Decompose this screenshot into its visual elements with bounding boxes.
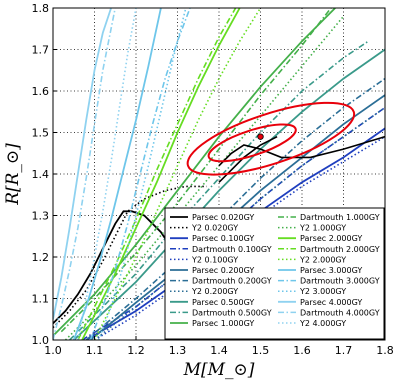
- x-tick-label: 1.8: [376, 344, 394, 357]
- series-line-10: [53, 8, 336, 337]
- legend-entry: Dartmouth 0.200GY: [192, 277, 272, 286]
- legend-entry: Dartmouth 3.000GY: [300, 277, 380, 286]
- legend-entry: Parsec 0.200GY: [192, 266, 254, 275]
- y-tick-label: 1.6: [32, 85, 50, 98]
- legend-entry: Y2 0.020GY: [191, 224, 238, 233]
- x-tick-label: 1.6: [293, 344, 311, 357]
- y-tick-label: 1.0: [32, 334, 50, 347]
- legend-entry: Dartmouth 0.500GY: [192, 308, 272, 317]
- legend-entry: Y2 3.000GY: [299, 287, 346, 296]
- x-tick-label: 1.7: [335, 344, 353, 357]
- y-tick-label: 1.7: [32, 44, 50, 57]
- legend-entry: Y2 0.200GY: [191, 287, 238, 296]
- series-line-15: [93, 8, 262, 340]
- y-tick-label: 1.4: [32, 168, 50, 181]
- legend-entry: Y2 0.100GY: [191, 255, 238, 264]
- y-tick-label: 1.3: [32, 210, 50, 223]
- legend-entry: Parsec 1.000GY: [192, 319, 254, 328]
- star-marker: [257, 133, 264, 140]
- x-tick-label: 1.0: [44, 344, 62, 357]
- confidence-ellipse-0: [186, 101, 356, 176]
- x-tick-label: 1.1: [86, 344, 104, 357]
- series-line-8: [73, 48, 385, 340]
- legend-entry: Dartmouth 2.000GY: [300, 245, 380, 254]
- series-line-20: [53, 8, 116, 340]
- legend-entry: Parsec 4.000GY: [300, 298, 362, 307]
- y-axis-label: R[R_⊙]: [3, 143, 23, 206]
- legend-box: [164, 207, 385, 340]
- y-tick-label: 1.1: [32, 293, 50, 306]
- series-line-14: [77, 8, 237, 340]
- series-line-9: [69, 40, 369, 340]
- x-axis-label: M[M_⊙]: [183, 360, 255, 380]
- series-line-21: [77, 8, 137, 340]
- legend-entry: Dartmouth 1.000GY: [300, 213, 380, 222]
- y-tick-label: 1.5: [32, 127, 50, 140]
- legend-entry: Y2 1.000GY: [299, 224, 346, 233]
- legend-entry: Parsec 2.000GY: [300, 234, 362, 243]
- series-line-7: [94, 106, 385, 340]
- legend-entry: Parsec 0.100GY: [192, 234, 254, 243]
- y-tick-label: 1.8: [32, 2, 50, 15]
- series-line-16: [72, 8, 162, 340]
- series-line-11: [60, 8, 332, 333]
- black-track-line-0: [218, 135, 385, 167]
- series-line-6: [85, 77, 385, 340]
- legend-entry: Y2 4.000GY: [299, 319, 346, 328]
- legend-entry: Dartmouth 4.000GY: [300, 308, 380, 317]
- legend-entry: Y2 2.000GY: [299, 255, 346, 264]
- x-tick-label: 1.3: [169, 344, 187, 357]
- series-line-19: [53, 8, 112, 320]
- series-line-1: [53, 185, 207, 329]
- axis-ticks: 1.0 1.1 1.2 1.3 1.4 1.5 1.6 1.7 1.8 1.0 1.1 1.2 1.3 1…: [32, 2, 394, 357]
- x-tick-label: 1.2: [127, 344, 145, 357]
- y-tick-label: 1.2: [32, 251, 50, 264]
- series-layer: [53, 8, 385, 340]
- series-line-13: [81, 8, 241, 340]
- overlay-layer: [186, 101, 385, 183]
- confidence-ellipse-1: [207, 123, 297, 163]
- legend-entry: Dartmouth 0.100GY: [192, 245, 272, 254]
- legend-entry: Parsec 0.500GY: [192, 298, 254, 307]
- legend-entry: Parsec 3.000GY: [300, 266, 362, 275]
- legend-entry: Parsec 0.020GY: [192, 213, 254, 222]
- x-tick-label: 1.4: [210, 344, 228, 357]
- x-tick-label: 1.5: [252, 344, 270, 357]
